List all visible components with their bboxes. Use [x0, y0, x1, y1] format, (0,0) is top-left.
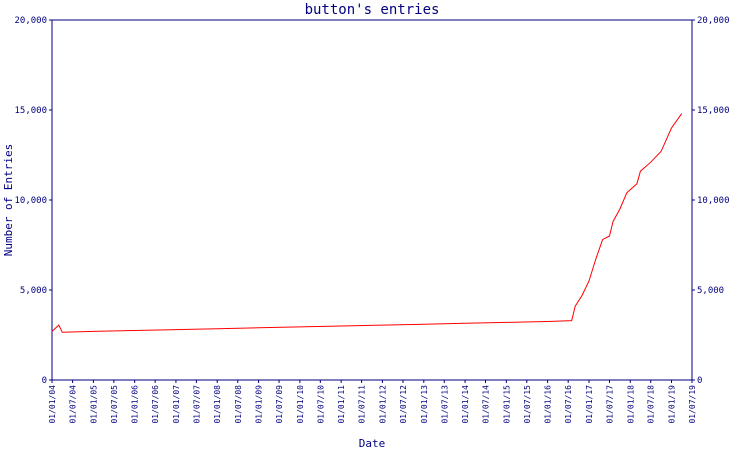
y2-tick-label: 10,000: [697, 196, 730, 206]
x-tick-label: 01/01/11: [337, 385, 346, 424]
x-tick-label: 01/01/12: [378, 385, 387, 424]
x-tick-label: 01/07/07: [192, 385, 201, 424]
x-tick-label: 01/01/13: [420, 385, 429, 424]
y-tick-label: 0: [42, 376, 47, 386]
chart-title: button's entries: [305, 2, 440, 18]
x-tick-label: 01/01/17: [585, 385, 594, 424]
x-tick-label: 01/07/11: [358, 385, 367, 424]
x-tick-label: 01/07/09: [275, 385, 284, 424]
x-tick-label: 01/07/04: [69, 385, 78, 424]
x-tick-label: 01/07/18: [647, 385, 656, 424]
x-tick-label: 01/07/14: [482, 385, 491, 424]
x-tick-label: 01/01/19: [668, 385, 677, 424]
x-tick-label: 01/01/06: [131, 385, 140, 424]
x-tick-label: 01/01/04: [48, 385, 57, 424]
x-tick-label: 01/01/08: [213, 385, 222, 424]
y2-tick-label: 20,000: [697, 16, 730, 26]
x-tick-label: 01/07/15: [523, 385, 532, 424]
x-tick-label: 01/01/09: [255, 385, 264, 424]
x-tick-label: 01/07/17: [605, 385, 614, 424]
x-tick-label: 01/01/18: [626, 385, 635, 424]
x-axis-label: Date: [359, 437, 386, 450]
x-tick-label: 01/01/05: [89, 385, 98, 424]
y-tick-label: 15,000: [14, 106, 47, 116]
x-tick-label: 01/07/05: [110, 385, 119, 424]
y2-tick-label: 0: [697, 376, 702, 386]
x-tick-label: 01/01/16: [544, 385, 553, 424]
data-line: [51, 113, 683, 333]
x-tick-label: 01/07/08: [234, 385, 243, 424]
x-tick-label: 01/01/15: [502, 385, 511, 424]
x-tick-label: 01/01/07: [172, 385, 181, 424]
x-tick-label: 01/01/10: [296, 385, 305, 424]
y2-tick-label: 15,000: [697, 106, 730, 116]
plot-frame: [51, 19, 693, 381]
x-tick-label: 01/07/16: [564, 385, 573, 424]
x-tick-label: 01/07/13: [440, 385, 449, 424]
x-tick-label: 01/07/19: [688, 385, 697, 424]
x-tick-label: 01/01/14: [461, 385, 470, 424]
y-tick-label: 5,000: [20, 286, 47, 296]
y2-tick-label: 5,000: [697, 286, 724, 296]
x-tick-label: 01/07/06: [151, 385, 160, 424]
y-axis-label: Number of Entries: [2, 144, 15, 257]
x-tick-label: 01/07/10: [316, 385, 325, 424]
y-tick-label: 10,000: [14, 196, 47, 206]
y-tick-label: 20,000: [14, 16, 47, 26]
x-tick-label: 01/07/12: [399, 385, 408, 424]
